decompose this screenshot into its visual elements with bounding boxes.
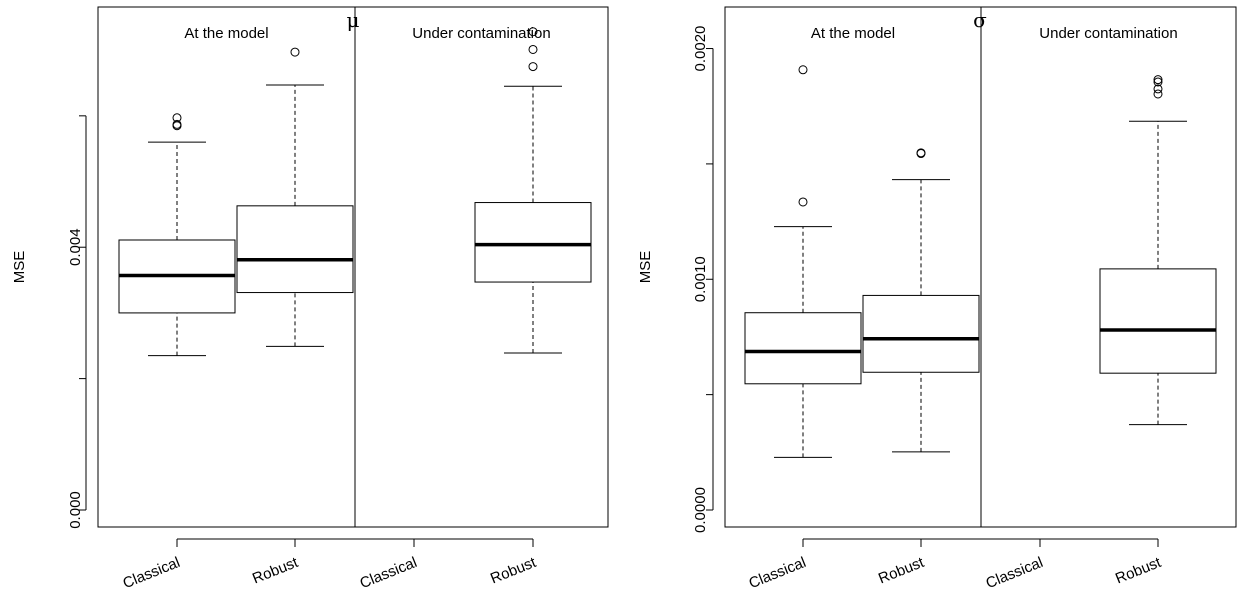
outlier-point: [528, 44, 538, 54]
outlier-point: [290, 47, 300, 57]
outlier-point: [798, 65, 808, 75]
chart-title: σ: [973, 8, 987, 32]
outlier-point: [1153, 77, 1163, 87]
x-tick-label: Robust: [250, 554, 301, 588]
y-tick-label: 0.0020: [692, 26, 709, 72]
y-axis-label: MSE: [637, 251, 654, 284]
plot-frame: [97, 6, 609, 528]
box-robust: [862, 148, 980, 453]
x-tick-label: Robust: [488, 554, 539, 588]
outlier-point: [1153, 89, 1163, 99]
box-robust: [1099, 75, 1217, 426]
panel-label-contamination: Under contamination: [412, 25, 550, 42]
y-tick-label: 0.004: [67, 228, 84, 266]
x-tick-label: Classical: [120, 554, 182, 592]
panel-label-at-model: At the model: [184, 25, 268, 42]
iqr-box: [862, 294, 980, 373]
chart-title: μ: [347, 8, 360, 32]
box-classical: [118, 113, 236, 357]
sigma-chart: σ At the model Under contamination 0.0000 0.…: [637, 6, 1237, 592]
y-tick-label: 0.000: [67, 491, 84, 529]
y-tick-label: 0.0010: [692, 256, 709, 302]
outlier-point: [798, 197, 808, 207]
outlier-point: [1153, 84, 1163, 94]
outlier-point: [916, 148, 926, 158]
x-tick-label: Classical: [983, 554, 1045, 592]
panel-label-contamination: Under contamination: [1039, 25, 1177, 42]
iqr-box: [474, 202, 592, 283]
x-tick-label: Robust: [1113, 554, 1164, 588]
box-robust: [236, 47, 354, 347]
y-axis-label: MSE: [11, 251, 28, 284]
outlier-point: [172, 119, 182, 129]
outlier-point: [528, 27, 538, 37]
x-tick-label: Robust: [876, 554, 927, 588]
outlier-point: [1153, 75, 1163, 85]
panel-label-at-model: At the model: [811, 25, 895, 42]
iqr-box: [236, 205, 354, 294]
x-tick-label: Classical: [746, 554, 808, 592]
iqr-box: [744, 312, 862, 385]
box-classical: [744, 65, 862, 458]
x-tick-label: Classical: [357, 554, 419, 592]
box-robust: [474, 27, 592, 354]
outlier-point: [528, 62, 538, 72]
outlier-point: [172, 113, 182, 123]
iqr-box: [1099, 268, 1217, 374]
mu-chart: μ At the model Under contamination 0.000 0.0…: [11, 6, 609, 592]
y-tick-label: 0.0000: [692, 487, 709, 533]
